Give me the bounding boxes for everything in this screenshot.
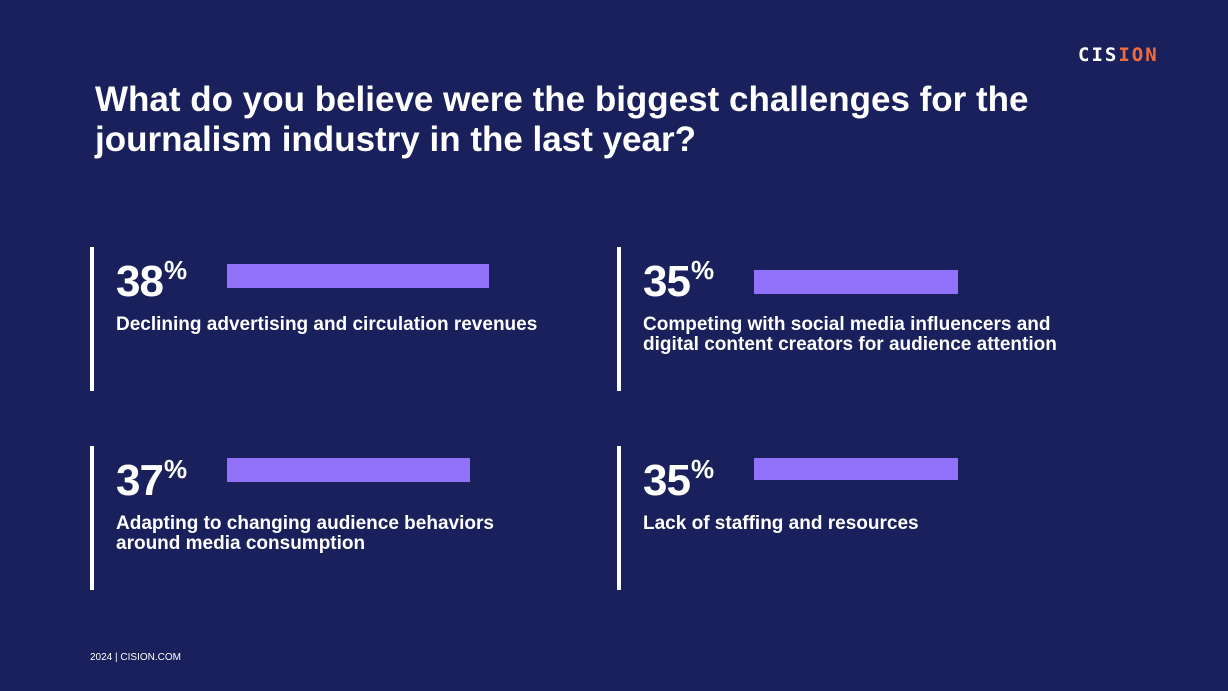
stat-label: Adapting to changing audience behaviors … [116,513,494,554]
divider [90,247,94,391]
page-title: What do you believe were the biggest cha… [95,80,1029,159]
divider [617,247,621,391]
cision-logo: CISION [1078,44,1159,66]
stat-card: 38% Declining advertising and circulatio… [90,247,570,391]
bar [227,458,470,482]
stat-label: Declining advertising and circulation re… [116,314,538,335]
stat-card: 37% Adapting to changing audience behavi… [90,446,570,590]
footer: 2024 | CISION.COM [90,652,181,663]
logo-text-accent: ION [1118,44,1159,66]
stat-label: Lack of staffing and resources [643,513,919,534]
divider [90,446,94,590]
stat-value: 35% [643,255,714,306]
divider [617,446,621,590]
bar [754,270,958,294]
stat-label: Competing with social media influencers … [643,314,1057,355]
stat-value: 38% [116,255,187,306]
bar [227,264,489,288]
stat-card: 35% Lack of staffing and resources [617,446,1097,590]
logo-text: CIS [1078,44,1119,66]
stat-value: 35% [643,454,714,505]
stat-card: 35% Competing with social media influenc… [617,247,1097,391]
bar [754,458,958,480]
stat-value: 37% [116,454,187,505]
